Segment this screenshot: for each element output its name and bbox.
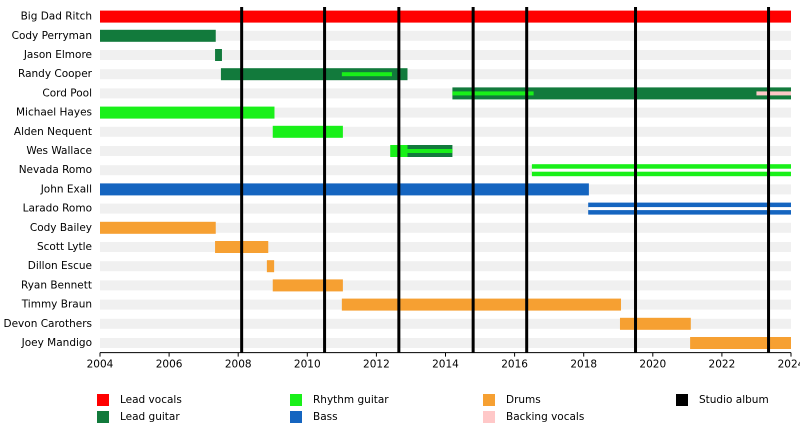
role-bar bbox=[452, 87, 791, 100]
x-tick-label: 2022 bbox=[709, 359, 736, 371]
role-stripe bbox=[756, 91, 791, 96]
member-label: Alden Nequent bbox=[14, 126, 92, 138]
legend-swatch bbox=[290, 411, 302, 423]
member-label: Devon Carothers bbox=[4, 318, 92, 330]
legend-label: Studio album bbox=[699, 394, 769, 406]
legend-label: Rhythm guitar bbox=[313, 394, 389, 406]
role-bar bbox=[100, 29, 216, 42]
legend-swatch bbox=[97, 411, 109, 423]
x-tick-label: 2020 bbox=[639, 359, 666, 371]
x-tick-label: 2010 bbox=[294, 359, 321, 371]
x-tick-label: 2024 bbox=[778, 359, 800, 371]
role-stripe bbox=[452, 91, 534, 96]
role-bar bbox=[100, 106, 275, 119]
member-label: Michael Hayes bbox=[16, 107, 92, 119]
row-band bbox=[100, 280, 791, 291]
x-tick-label: 2006 bbox=[156, 359, 183, 371]
role-split bbox=[531, 168, 791, 172]
role-bar bbox=[266, 260, 275, 273]
role-bar bbox=[619, 317, 691, 330]
member-label: John Exall bbox=[40, 183, 92, 195]
row-band bbox=[100, 107, 791, 118]
row-band bbox=[100, 69, 791, 80]
row-band bbox=[100, 222, 791, 233]
row-band bbox=[100, 203, 791, 214]
x-tick-label: 2008 bbox=[225, 359, 252, 371]
legend-label: Lead vocals bbox=[120, 394, 182, 406]
row-band bbox=[100, 88, 791, 99]
role-bar bbox=[341, 298, 622, 311]
row-band bbox=[100, 50, 791, 60]
member-label: Timmy Braun bbox=[21, 299, 92, 311]
member-label: Dillon Escue bbox=[28, 260, 92, 272]
role-stripe bbox=[407, 149, 453, 153]
member-label: Jason Elmore bbox=[23, 49, 92, 61]
row-band bbox=[100, 338, 791, 348]
legend-swatch bbox=[97, 394, 109, 406]
role-bar bbox=[220, 68, 408, 81]
role-bar bbox=[272, 279, 343, 292]
legend-label: Lead guitar bbox=[120, 411, 180, 423]
role-bar bbox=[100, 10, 791, 23]
role-bar bbox=[215, 49, 222, 61]
member-label: Cody Bailey bbox=[30, 222, 92, 234]
legend-swatch bbox=[676, 394, 688, 406]
row-band bbox=[100, 126, 791, 137]
legend-label: Drums bbox=[506, 394, 541, 406]
member-label: Cord Pool bbox=[42, 87, 92, 99]
role-bar bbox=[100, 183, 589, 196]
legend-label: Bass bbox=[313, 411, 338, 423]
row-band bbox=[100, 165, 791, 176]
member-label: Larado Romo bbox=[23, 203, 92, 215]
x-tick-label: 2004 bbox=[87, 359, 114, 371]
legend-label: Backing vocals bbox=[506, 411, 584, 423]
role-bar bbox=[272, 125, 343, 138]
role-split bbox=[588, 207, 791, 211]
legend-swatch bbox=[483, 411, 495, 423]
member-label: Joey Mandigo bbox=[21, 337, 92, 349]
member-label: Cody Perryman bbox=[12, 30, 92, 42]
row-band bbox=[100, 261, 791, 272]
member-label: Big Dad Ritch bbox=[21, 11, 92, 23]
role-bar bbox=[100, 221, 216, 234]
x-tick-label: 2014 bbox=[432, 359, 459, 371]
member-label: Nevada Romo bbox=[19, 164, 92, 176]
x-tick-label: 2016 bbox=[501, 359, 528, 371]
member-label: Scott Lytle bbox=[37, 241, 92, 253]
member-label: Randy Cooper bbox=[18, 68, 93, 80]
legend-swatch bbox=[483, 394, 495, 406]
legend-swatch bbox=[290, 394, 302, 406]
row-band bbox=[100, 242, 791, 252]
x-tick-label: 2018 bbox=[570, 359, 597, 371]
row-band bbox=[100, 30, 791, 41]
row-band bbox=[100, 318, 791, 329]
role-bar bbox=[690, 337, 791, 349]
member-label: Ryan Bennett bbox=[21, 279, 92, 291]
member-label: Wes Wallace bbox=[26, 145, 92, 157]
role-stripe bbox=[341, 72, 392, 77]
x-tick-label: 2012 bbox=[363, 359, 390, 371]
